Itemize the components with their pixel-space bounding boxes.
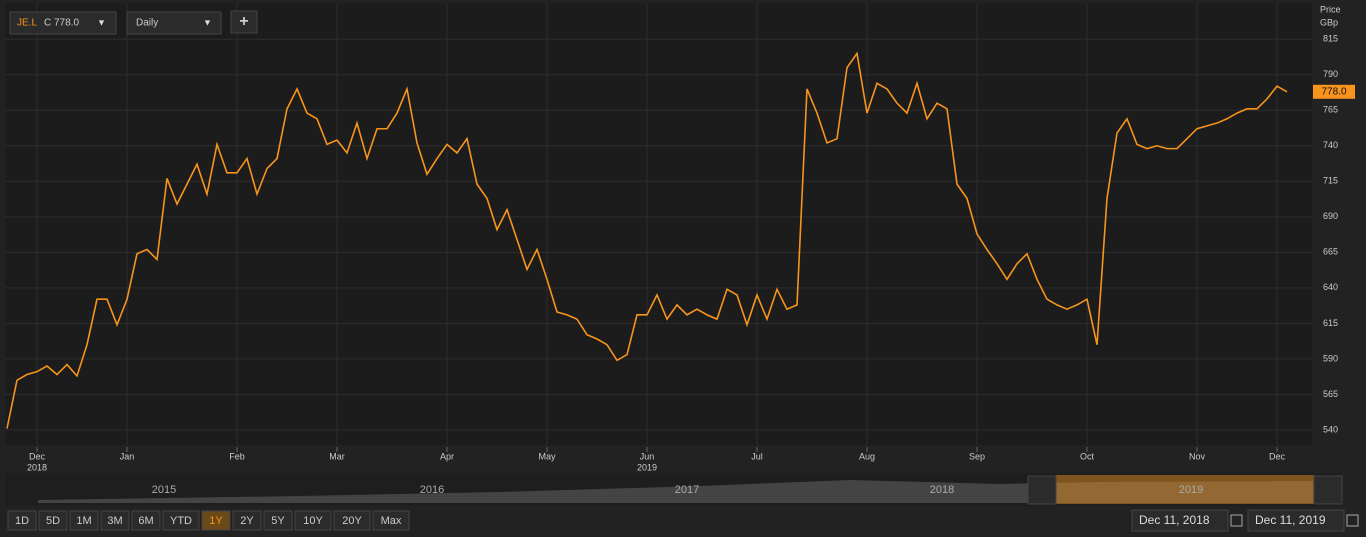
x-tick-label: Nov xyxy=(1189,451,1206,461)
y-tick-label: 640 xyxy=(1323,282,1338,292)
range-button[interactable] xyxy=(162,510,200,531)
range-label: 20Y xyxy=(342,515,362,527)
range-label: Max xyxy=(381,515,402,527)
range-label: 5Y xyxy=(271,515,285,527)
range-button[interactable] xyxy=(7,510,37,531)
range-label: 1Y xyxy=(209,515,223,527)
navigator-window[interactable] xyxy=(1056,475,1314,504)
range-button[interactable] xyxy=(69,510,99,531)
y-label: Price xyxy=(1320,4,1341,14)
dropdown-arrow: ▼ xyxy=(97,17,106,27)
x-tick-label: Jul xyxy=(751,451,763,461)
x-tick-label: Feb xyxy=(229,451,245,461)
range-button[interactable] xyxy=(100,510,130,531)
range-label: YTD xyxy=(170,515,192,527)
range-button[interactable] xyxy=(38,510,68,531)
date-input[interactable] xyxy=(1131,509,1229,532)
range-button[interactable] xyxy=(201,510,231,531)
range-label: 3M xyxy=(107,515,122,527)
range-button[interactable] xyxy=(263,510,293,531)
calendar-icon[interactable] xyxy=(1230,514,1243,527)
x-group-label: 2018 xyxy=(27,462,47,472)
date-text: Dec 11, 2019 xyxy=(1255,513,1326,527)
navigator-year: 2017 xyxy=(675,484,699,496)
y-tick-label: 790 xyxy=(1323,69,1338,79)
navigator-handle[interactable] xyxy=(1313,475,1343,505)
interval: Daily xyxy=(136,18,158,29)
navigator-year: 2015 xyxy=(152,484,176,496)
navigator-year: 2016 xyxy=(420,484,444,496)
y-tick-label: 740 xyxy=(1323,140,1338,150)
interval-box[interactable] xyxy=(126,11,222,35)
x-tick-label: Oct xyxy=(1080,451,1095,461)
range-label: 2Y xyxy=(240,515,254,527)
calendar-icon[interactable] xyxy=(1346,514,1359,527)
y-tick-label: 590 xyxy=(1323,353,1338,363)
y-tick-label: 815 xyxy=(1323,34,1338,44)
x-tick-label: Mar xyxy=(329,451,345,461)
range-button[interactable] xyxy=(333,510,371,531)
plot-area xyxy=(5,3,1312,445)
x-group-label: 2019 xyxy=(637,462,657,472)
y-unit: GBp xyxy=(1320,17,1338,27)
x-tick-label: Apr xyxy=(440,451,454,461)
x-tick-label: Sep xyxy=(969,451,985,461)
x-tick-label: Jan xyxy=(120,451,135,461)
x-tick-label: Dec xyxy=(1269,451,1286,461)
y-tick-label: 540 xyxy=(1323,424,1338,434)
y-tick-label: 765 xyxy=(1323,105,1338,115)
range-label: 1D xyxy=(15,515,29,527)
range-button[interactable] xyxy=(232,510,262,531)
symbol: JE.L xyxy=(17,18,37,29)
range-button[interactable] xyxy=(372,510,410,531)
x-tick-label: May xyxy=(538,451,556,461)
range-button[interactable] xyxy=(131,510,161,531)
y-tick-label: 690 xyxy=(1323,211,1338,221)
quote: C 778.0 xyxy=(44,18,79,29)
range-label: 6M xyxy=(138,515,153,527)
dropdown-arrow: ▼ xyxy=(203,17,212,27)
add-icon: + xyxy=(239,13,248,30)
y-tick-label: 665 xyxy=(1323,247,1338,257)
range-label: 1M xyxy=(76,515,91,527)
price-line xyxy=(6,51,1288,429)
add-button[interactable] xyxy=(230,10,258,34)
price-tag: 778.0 xyxy=(1321,86,1346,97)
date-input[interactable] xyxy=(1247,509,1345,532)
navigator-year: 2018 xyxy=(930,484,954,496)
range-label: 10Y xyxy=(303,515,323,527)
navigator-handle[interactable] xyxy=(1027,475,1057,505)
y-tick-label: 615 xyxy=(1323,318,1338,328)
x-tick-label: Dec xyxy=(29,451,46,461)
navigator-area xyxy=(38,480,1313,503)
range-button[interactable] xyxy=(294,510,332,531)
y-tick-label: 565 xyxy=(1323,389,1338,399)
x-tick-label: Jun xyxy=(640,451,655,461)
price-tag-box xyxy=(1313,84,1355,99)
y-tick-label: 715 xyxy=(1323,176,1338,186)
date-text: Dec 11, 2018 xyxy=(1139,513,1210,527)
navigator-year: 2019 xyxy=(1179,484,1203,496)
symbol-box[interactable] xyxy=(9,11,117,35)
x-tick-label: Aug xyxy=(859,451,875,461)
range-label: 5D xyxy=(46,515,60,527)
